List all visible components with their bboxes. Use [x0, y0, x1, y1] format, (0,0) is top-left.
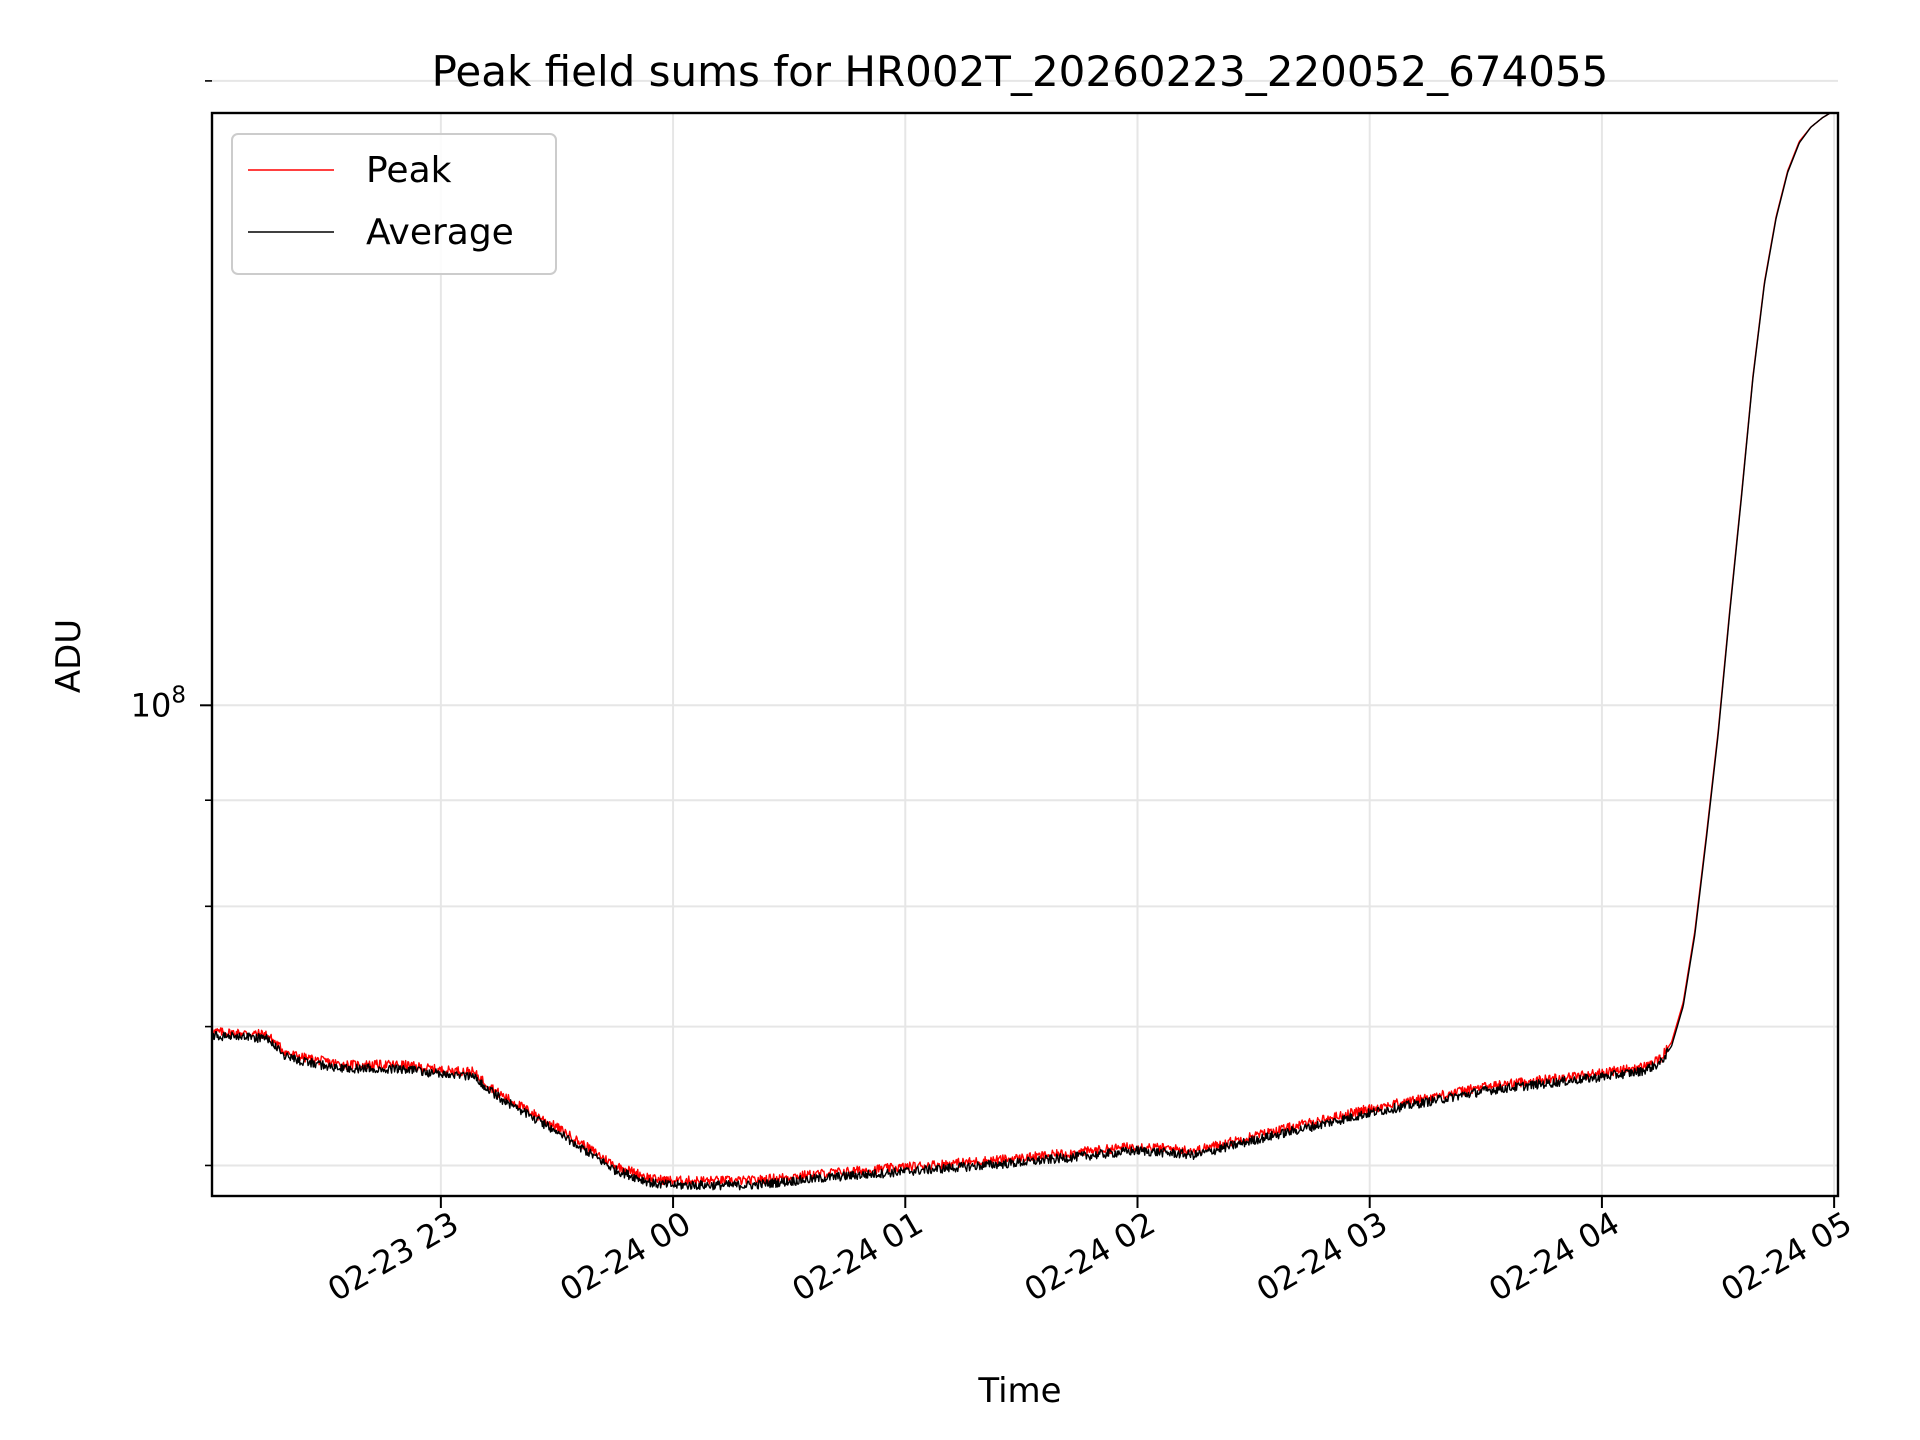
series-line-average	[211, 112, 1838, 1191]
chart-title: Peak field sums for HR002T_20260223_2200…	[432, 47, 1609, 96]
y-tick-labels: 108	[131, 682, 186, 724]
x-axis-label: Time	[977, 1371, 1061, 1411]
y-axis-label: ADU	[49, 619, 89, 693]
legend: Peak Average	[231, 133, 557, 275]
plot-frame	[210, 111, 1840, 1198]
y-tick-label: 108	[131, 682, 186, 724]
legend-label-peak: Peak	[366, 150, 452, 191]
grid	[212, 79, 1838, 1196]
ticks	[200, 80, 1836, 1208]
legend-label-average: Average	[366, 212, 514, 253]
legend-box	[231, 133, 557, 275]
plot-lines	[211, 112, 1838, 1191]
series-line-peak	[211, 112, 1838, 1186]
